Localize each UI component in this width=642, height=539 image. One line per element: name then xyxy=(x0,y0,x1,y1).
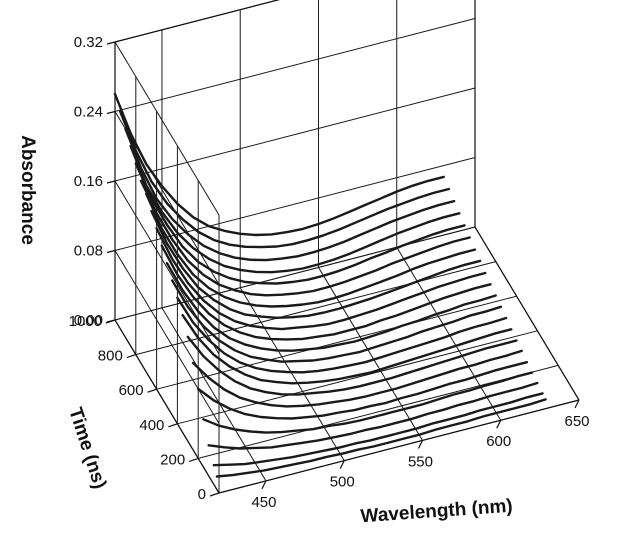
series-line xyxy=(202,371,534,434)
wavelength-tick-label: 550 xyxy=(408,453,433,470)
time-tick-label: 600 xyxy=(119,382,144,399)
series-line xyxy=(171,279,503,363)
time-axis-title: Time (ns) xyxy=(64,405,110,491)
series-line xyxy=(150,209,482,319)
wavelength-tick xyxy=(261,480,267,490)
absorbance-tick-label: 0.08 xyxy=(74,243,103,260)
floor-gridline xyxy=(177,330,538,425)
absorbance-axis: 0.00 0.08 0.16 0.24 0.32 xyxy=(74,34,116,329)
frame-edges xyxy=(114,0,580,494)
floor-gridline xyxy=(135,261,496,356)
wavelength-tick-label: 450 xyxy=(251,494,276,511)
series-line xyxy=(160,244,492,341)
series-line xyxy=(134,162,466,285)
floor-gridline xyxy=(318,267,423,441)
time-tick xyxy=(209,492,220,497)
series-line xyxy=(155,227,487,331)
absorbance-axis-title: Absorbance xyxy=(17,135,38,245)
series-line xyxy=(113,92,445,237)
wavelength-tick-label: 500 xyxy=(330,474,355,491)
top-edge xyxy=(114,0,280,43)
time-tick-label: 0 xyxy=(198,486,206,503)
wavelength-axis-title: Wavelength (nm) xyxy=(360,496,513,528)
wavelength-tick-label: 600 xyxy=(486,433,511,450)
series-line xyxy=(197,361,529,420)
absorbance-tick-label: 0.00 xyxy=(74,312,103,329)
floor-gridline xyxy=(156,295,517,390)
series-line xyxy=(139,179,471,297)
wavelength-tick xyxy=(496,419,502,429)
series-line xyxy=(212,392,544,467)
left-wall-gridline xyxy=(114,180,220,355)
time-tick xyxy=(105,319,116,324)
time-tick-label: 400 xyxy=(139,417,164,434)
wavelength-tick xyxy=(417,440,424,449)
absorbance-tick xyxy=(106,110,116,115)
series-line xyxy=(181,314,513,385)
time-tick xyxy=(147,388,157,393)
wavelength-tick xyxy=(339,460,345,469)
series-line xyxy=(129,144,461,274)
time-tick xyxy=(189,457,199,462)
series-line xyxy=(165,262,497,352)
floor-gridline xyxy=(198,364,559,459)
back-wall-gridline xyxy=(114,18,476,112)
series-line xyxy=(124,127,456,262)
series-line xyxy=(186,335,518,396)
absorbance-tick xyxy=(106,180,116,184)
time-axis-line xyxy=(114,319,220,494)
back-wall-gridline xyxy=(114,0,280,43)
series-line xyxy=(191,349,523,408)
time-axis: 0 200 400 600 800 1000 xyxy=(69,313,220,503)
absorbance-tick-label: 0.24 xyxy=(74,104,103,121)
time-tick-label: 200 xyxy=(160,451,185,468)
absorbance-tick-label: 0.16 xyxy=(74,173,103,190)
time-tick xyxy=(168,423,178,428)
absorbance-tick-label: 0.32 xyxy=(74,34,103,51)
wavelength-axis-line xyxy=(218,399,580,494)
series-line xyxy=(207,381,539,450)
wavelength-tick xyxy=(574,399,580,409)
floor-edge xyxy=(474,226,580,401)
series-line xyxy=(176,296,508,374)
floor-gridline xyxy=(239,287,345,461)
floor-gridline xyxy=(396,246,502,421)
wavelength-axis: 450 500 550 600 650 xyxy=(251,399,590,511)
back-wall-gridline xyxy=(114,87,476,182)
left-wall-gridline xyxy=(114,41,220,216)
series-line xyxy=(145,192,477,308)
absorbance-tick xyxy=(106,249,116,254)
floor-gridline xyxy=(114,226,476,321)
series-line xyxy=(119,110,451,249)
absorbance-tick xyxy=(106,41,116,45)
time-tick-label: 1000 xyxy=(69,313,102,330)
time-tick-label: 800 xyxy=(98,348,123,365)
series-line xyxy=(215,398,547,478)
time-tick xyxy=(126,354,136,359)
data-series xyxy=(113,92,547,478)
wavelength-tick-label: 650 xyxy=(564,413,589,430)
left-wall-gridline xyxy=(114,250,220,424)
floor-gridline xyxy=(161,307,267,482)
